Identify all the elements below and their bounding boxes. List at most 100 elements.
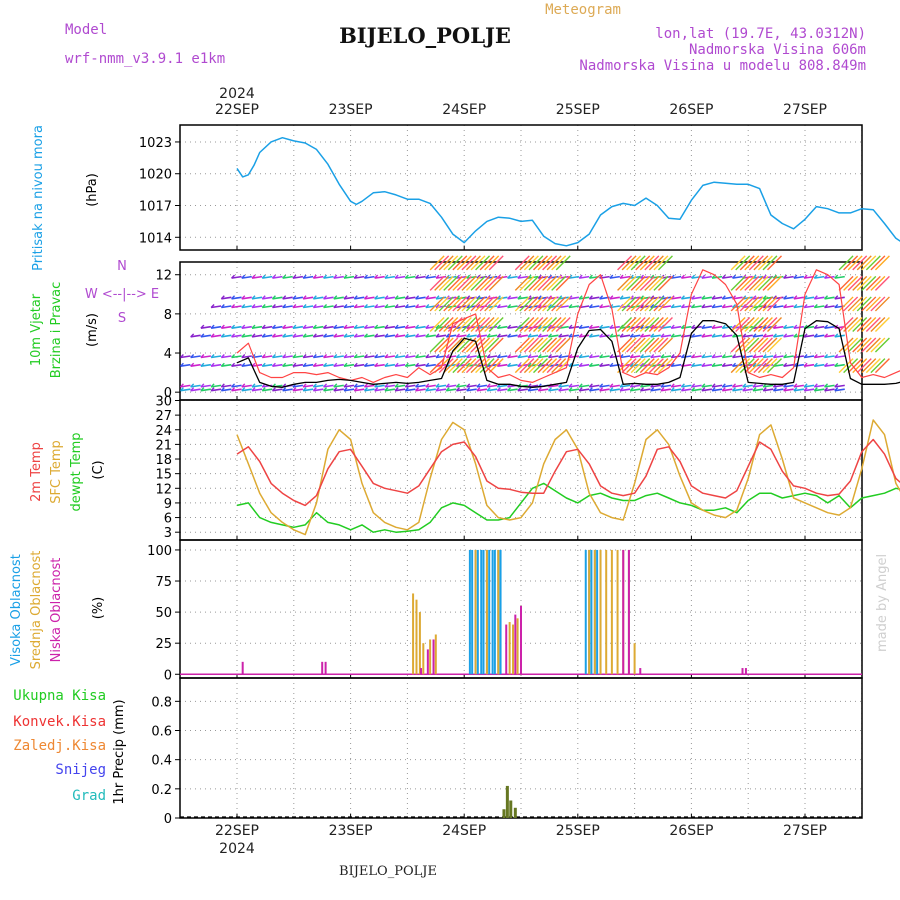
top-date-label: 24SEP	[442, 102, 486, 118]
wind-vector-storm	[470, 255, 486, 271]
wind-vector-storm	[484, 296, 500, 312]
wind-vector-head	[476, 387, 481, 392]
wind-vector	[650, 355, 661, 359]
wind-vector	[415, 355, 426, 359]
precip-legend-4: Grad	[72, 788, 106, 804]
lonlat-info: lon,lat (19.7E, 43.0312N)	[655, 26, 866, 42]
wind-vector	[313, 305, 324, 309]
wind-vector-head	[445, 354, 450, 359]
wind-vector-head	[220, 295, 225, 300]
wind-vector-head	[282, 274, 287, 279]
wind-vector	[180, 363, 191, 367]
wind-vector-head	[476, 303, 481, 308]
wind-vector-head	[435, 295, 440, 300]
wind-vector-head	[180, 304, 183, 307]
wind-vector-head	[241, 333, 246, 338]
wind-vector-storm	[630, 296, 646, 312]
wind-vector-head	[701, 274, 706, 279]
wind-vector-head	[640, 295, 644, 300]
wind-vector-head	[629, 383, 634, 388]
wind-vector-head	[691, 354, 696, 359]
wind-vector	[384, 275, 396, 279]
wind-vector-head	[701, 387, 706, 392]
wind-vector-storm	[475, 316, 491, 332]
wind-vector-storm	[551, 296, 567, 312]
wind-vector-head	[660, 383, 665, 388]
wind-vector-head	[762, 333, 767, 338]
wind-vector-head	[180, 275, 183, 278]
wind-vector	[241, 305, 252, 309]
wind-vector-head	[271, 295, 276, 300]
wind-vector	[191, 277, 201, 279]
wind-vector-storm	[533, 296, 548, 312]
wind-vector	[446, 384, 457, 388]
wind-vector	[201, 277, 211, 279]
wind-vector-head	[455, 354, 460, 359]
wind-vector-head	[200, 387, 205, 392]
wind-vector	[180, 355, 191, 359]
wind-vector-head	[721, 303, 726, 308]
wind-vector-head	[466, 354, 471, 359]
wind-vector	[384, 325, 396, 329]
station-title: BIJELO_POLJE	[339, 23, 511, 48]
wind-vector	[640, 355, 651, 359]
wind-vector-storm	[847, 316, 863, 332]
wind-vector-head	[384, 333, 389, 338]
cloud-bar-mid	[474, 549, 477, 675]
wind-vector	[302, 334, 314, 338]
wind-vector-head	[660, 354, 665, 359]
wind-vector	[834, 363, 845, 367]
wind-vector	[671, 296, 682, 300]
wind-vector	[681, 296, 692, 300]
wind-vector-head	[547, 295, 552, 300]
wind-vector-storm	[635, 316, 651, 332]
wind-vector-head	[271, 324, 276, 329]
wind-vector	[568, 334, 580, 338]
wind-vector-storm	[461, 255, 477, 271]
wind-vector-head	[425, 387, 430, 392]
wind-vector	[343, 388, 355, 392]
wind-vector-head	[220, 387, 225, 392]
cloud-bar-low	[432, 639, 435, 675]
wind-vector-storm	[479, 275, 495, 291]
wind-vector-storm	[514, 358, 530, 374]
wind-vector	[395, 305, 406, 309]
wind-vector-head	[231, 303, 236, 308]
wind-vector-head	[578, 274, 583, 279]
wind-vector-head	[547, 333, 552, 338]
wind-vector	[395, 384, 406, 388]
wind-vector-storm	[865, 296, 881, 312]
wind-vector	[538, 355, 549, 359]
wind-vector	[302, 384, 314, 388]
wind-vector	[282, 305, 293, 309]
wind-vector	[834, 384, 845, 388]
wind-vector-storm	[739, 255, 755, 271]
wind-vector	[262, 296, 273, 300]
wind-vector-storm	[537, 337, 553, 353]
wind-vector-storm	[537, 255, 553, 271]
temp-unit: (C)	[91, 460, 106, 479]
wind-vector-head	[180, 296, 183, 299]
wind-vector-storm	[744, 358, 760, 374]
cloud-bar-high	[584, 549, 587, 675]
wind-vector-head	[578, 324, 583, 329]
wind-vector-head	[271, 274, 276, 279]
wind-vector-head	[629, 333, 634, 338]
wind-vector-head	[813, 362, 818, 367]
cloud-bar-low	[420, 668, 423, 675]
wind-vector-storm	[838, 337, 854, 353]
wind-vector-storm	[537, 296, 553, 312]
wind-vector	[180, 306, 190, 308]
wind-vector-head	[547, 324, 552, 329]
wind-vector-storm	[465, 255, 481, 271]
wind-vector-storm	[874, 275, 890, 291]
wind-vector-head	[803, 274, 808, 279]
wind-vector-storm	[739, 296, 755, 312]
wind-vector	[221, 334, 232, 338]
top-date-label: 27SEP	[783, 102, 827, 118]
wind-vector-head	[824, 303, 829, 308]
wind-vector-head	[425, 354, 430, 359]
wind-vector	[456, 384, 467, 388]
wind-vector-storm	[843, 358, 859, 374]
wind-vector-head	[374, 362, 379, 367]
